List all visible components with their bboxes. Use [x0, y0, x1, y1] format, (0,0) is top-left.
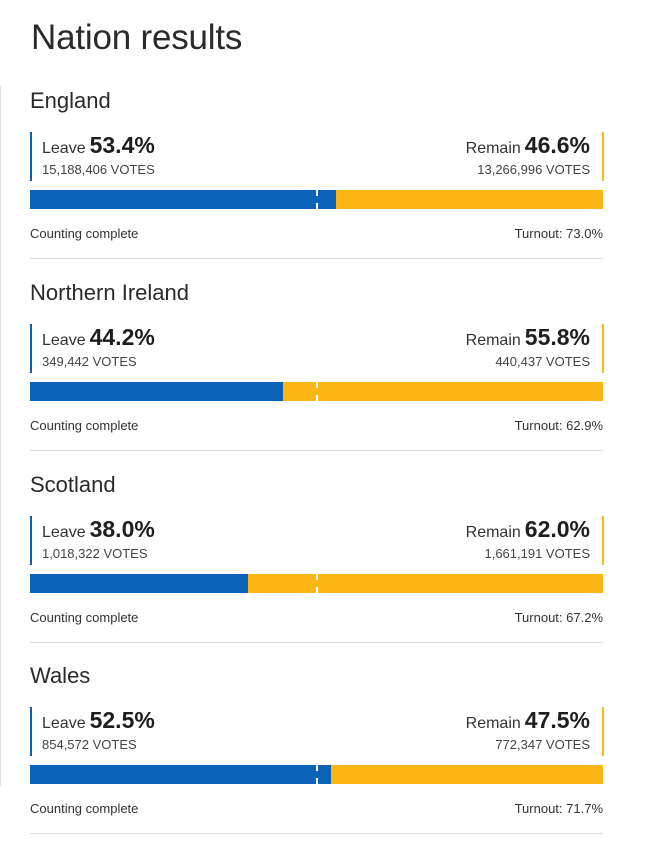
- turnout: Turnout: 73.0%: [514, 226, 603, 241]
- counting-status: Counting complete: [30, 226, 139, 241]
- remain-label: Remain: [465, 715, 521, 732]
- leave-label: Leave: [42, 524, 86, 541]
- leave-result: Leave 52.5% 854,572 VOTES: [30, 707, 242, 756]
- leave-bar-fill: [30, 765, 331, 784]
- leave-votes: 349,442 VOTES: [42, 354, 137, 369]
- remain-result: Remain 46.6% 13,266,996 VOTES: [390, 132, 604, 181]
- leave-result: Leave 53.4% 15,188,406 VOTES: [30, 132, 242, 181]
- counting-status: Counting complete: [30, 610, 139, 625]
- divider: [30, 450, 603, 451]
- left-border: [0, 86, 1, 786]
- nation-name: Wales: [30, 663, 91, 688]
- leave-votes: 1,018,322 VOTES: [42, 546, 148, 561]
- leave-votes: 15,188,406 VOTES: [42, 162, 155, 177]
- leave-label: Leave: [42, 715, 86, 732]
- remain-votes: 13,266,996 VOTES: [477, 162, 590, 177]
- leave-percentage: 53.4%: [89, 132, 155, 158]
- result-bar: [30, 574, 603, 593]
- turnout: Turnout: 67.2%: [514, 610, 603, 625]
- leave-bar-fill: [30, 190, 336, 209]
- remain-votes: 772,347 VOTES: [495, 737, 590, 752]
- nation-card-england: England Leave 53.4% 15,188,406 VOTES Rema…: [30, 88, 604, 259]
- fifty-percent-marker: [316, 382, 318, 401]
- leave-label: Leave: [42, 332, 86, 349]
- nation-card-scotland: Scotland Leave 38.0% 1,018,322 VOTES Rema…: [30, 472, 604, 643]
- leave-bar-fill: [30, 382, 284, 401]
- leave-label: Leave: [42, 140, 86, 157]
- turnout: Turnout: 71.7%: [514, 801, 603, 816]
- leave-result: Leave 38.0% 1,018,322 VOTES: [30, 516, 242, 565]
- remain-label: Remain: [465, 140, 521, 157]
- nation-name: Northern Ireland: [30, 280, 189, 305]
- counting-status: Counting complete: [30, 801, 139, 816]
- nation-name: Scotland: [30, 472, 116, 497]
- leave-votes: 854,572 VOTES: [42, 737, 137, 752]
- nation-card-wales: Wales Leave 52.5% 854,572 VOTES Remain 47.…: [30, 663, 604, 834]
- nation-card-northern-ireland: Northern Ireland Leave 44.2% 349,442 VOTE…: [30, 280, 604, 451]
- remain-percentage: 62.0%: [524, 516, 590, 542]
- remain-label: Remain: [465, 524, 521, 541]
- fifty-percent-marker: [316, 574, 318, 593]
- page-title: Nation results: [31, 18, 243, 57]
- remain-votes: 440,437 VOTES: [495, 354, 590, 369]
- remain-result: Remain 55.8% 440,437 VOTES: [390, 324, 604, 373]
- leave-percentage: 44.2%: [89, 324, 155, 350]
- divider: [30, 833, 603, 834]
- leave-bar-fill: [30, 574, 248, 593]
- leave-result: Leave 44.2% 349,442 VOTES: [30, 324, 242, 373]
- remain-votes: 1,661,191 VOTES: [484, 546, 590, 561]
- fifty-percent-marker: [316, 190, 318, 209]
- remain-result: Remain 47.5% 772,347 VOTES: [390, 707, 604, 756]
- leave-percentage: 52.5%: [89, 707, 155, 733]
- fifty-percent-marker: [316, 765, 318, 784]
- turnout: Turnout: 62.9%: [514, 418, 603, 433]
- nation-name: England: [30, 88, 111, 113]
- remain-result: Remain 62.0% 1,661,191 VOTES: [390, 516, 604, 565]
- result-bar: [30, 382, 603, 401]
- divider: [30, 258, 603, 259]
- remain-percentage: 47.5%: [524, 707, 590, 733]
- divider: [30, 642, 603, 643]
- leave-percentage: 38.0%: [89, 516, 155, 542]
- remain-percentage: 46.6%: [524, 132, 590, 158]
- remain-label: Remain: [465, 332, 521, 349]
- result-bar: [30, 190, 603, 209]
- counting-status: Counting complete: [30, 418, 139, 433]
- remain-percentage: 55.8%: [524, 324, 590, 350]
- result-bar: [30, 765, 603, 784]
